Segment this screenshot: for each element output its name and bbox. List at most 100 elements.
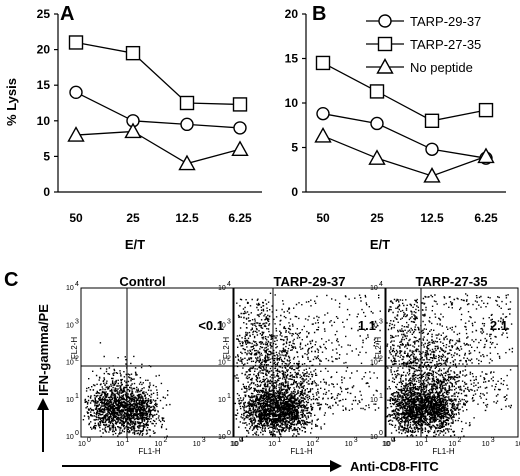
data-point-b-triangle	[314, 126, 332, 143]
flow-plot-3: TARP-27-352.1100100101101102102103103104…	[370, 274, 520, 456]
flow-x-tick-label: 10	[155, 441, 163, 448]
x-arrow-head	[330, 460, 342, 472]
panel-letter-b: B	[312, 3, 326, 25]
flow-x-tick-exponent: 0	[391, 437, 395, 444]
data-point-b-square	[424, 113, 440, 129]
x-tick-label-b: 12.5	[420, 211, 444, 225]
flow-x-tick-exponent: 2	[164, 437, 168, 444]
flow-x-tick-label: 10	[78, 441, 86, 448]
data-point-a-triangle	[178, 154, 196, 171]
flow-x-axis-label: FL1-H	[432, 447, 454, 456]
data-point-a-circle	[180, 117, 194, 132]
data-point-b-triangle	[368, 149, 386, 165]
flow-plot-1: Control<0.110010010110110210210310310410…	[66, 274, 244, 456]
flow-plot-title: Control	[119, 274, 165, 289]
y-tick-label-a: 15	[37, 78, 51, 92]
data-point-a-triangle	[231, 140, 249, 156]
flow-x-tick-label: 10	[382, 441, 390, 448]
x-tick-label-a: 12.5	[175, 211, 199, 225]
flow-y-tick-label: 10	[218, 434, 226, 441]
flow-y-tick-label: 10	[66, 322, 74, 329]
flow-x-tick-label: 10	[193, 441, 201, 448]
flow-y-tick-label: 10	[66, 360, 74, 367]
flow-x-tick-exponent: 2	[458, 437, 462, 444]
data-point-a-square	[68, 35, 84, 50]
flow-plot-title: TARP-29-37	[273, 274, 345, 289]
x-tick-label-b: 25	[370, 211, 384, 225]
flow-x-tick-label: 10	[515, 441, 520, 448]
flow-x-tick-label: 10	[230, 441, 238, 448]
y-tick-label-a: 20	[37, 43, 51, 57]
x-tick-label-a: 25	[126, 211, 140, 225]
flow-y-tick-label: 10	[218, 397, 226, 404]
legend-marker-circle	[378, 14, 392, 28]
flow-x-tick-label: 10	[415, 441, 423, 448]
data-point-a-triangle	[67, 126, 85, 142]
y-tick-label-a: 0	[43, 185, 50, 199]
data-point-b-circle	[316, 106, 330, 121]
series-line-a-0	[75, 91, 241, 129]
x-tick-label-b: 50	[316, 211, 330, 225]
flow-y-tick-exponent: 4	[227, 281, 231, 288]
data-point-b-circle	[370, 116, 384, 131]
flow-y-tick-label: 10	[66, 434, 74, 441]
flow-y-tick-label: 10	[370, 434, 378, 441]
flow-x-tick-exponent: 0	[239, 437, 243, 444]
data-point-a-square	[232, 97, 248, 112]
flow-x-tick-label: 10	[268, 441, 276, 448]
series-line-a-1	[75, 41, 241, 106]
flow-events	[234, 292, 381, 438]
x-tick-label-a: 50	[69, 211, 83, 225]
y-tick-label-b: 20	[285, 7, 299, 21]
series-line-b-0	[322, 113, 487, 159]
x-tick-label-a: 6.25	[228, 211, 252, 225]
flow-y-tick-exponent: 2	[379, 356, 383, 363]
flow-frame	[80, 287, 235, 438]
legend-marker-triangle	[376, 58, 394, 74]
flow-y-tick-label: 10	[370, 322, 378, 329]
panel-b: B E/T 0 5 10 15 20 50 25 12.5 6.25 TARP-29-37 TARP…	[285, 3, 506, 252]
data-point-a-circle	[69, 85, 83, 100]
flow-y-tick-label: 10	[370, 360, 378, 367]
data-point-b-square	[369, 84, 385, 99]
flow-x-tick-exponent: 4	[392, 437, 396, 444]
panel-a: A % Lysis E/T 0 5 10 15 20 25 50 25 12.5 6.25	[4, 3, 262, 252]
flow-x-tick-label: 10	[449, 441, 457, 448]
y-axis-title-c: IFN-gamma/PE	[36, 304, 51, 396]
y-tick-label-b: 10	[285, 96, 299, 110]
flow-y-tick-label: 10	[218, 322, 226, 329]
flow-y-tick-label: 10	[218, 360, 226, 367]
y-tick-label-a: 5	[43, 149, 50, 163]
flow-x-tick-exponent: 0	[87, 437, 91, 444]
flow-x-tick-exponent: 3	[491, 437, 495, 444]
flow-y-tick-exponent: 2	[227, 356, 231, 363]
y-tick-label-a: 25	[37, 7, 51, 21]
flow-x-tick-exponent: 4	[240, 437, 244, 444]
flow-x-tick-label: 10	[307, 441, 315, 448]
data-point-b-triangle	[477, 147, 495, 164]
x-axis-title-b: E/T	[370, 237, 390, 252]
flow-x-tick-exponent: 1	[125, 437, 129, 444]
flow-plot-title: TARP-27-35	[415, 274, 487, 289]
flow-y-axis-label: FL2-H	[70, 337, 79, 359]
data-point-a-circle	[233, 121, 247, 135]
flow-plot-2: TARP-29-371.1100100101101102102103103104…	[218, 274, 396, 456]
flow-y-axis-label: FL2-H	[222, 337, 231, 359]
flow-y-tick-label: 10	[370, 285, 378, 292]
legend-label: TARP-27-35	[410, 37, 481, 52]
legend-marker-square	[377, 36, 393, 52]
data-point-b-square	[315, 55, 331, 71]
flow-frame	[232, 287, 387, 438]
data-point-b-triangle	[423, 167, 441, 183]
flow-y-tick-exponent: 2	[75, 356, 79, 363]
data-point-b-circle	[425, 142, 439, 156]
y-tick-label-b: 5	[291, 141, 298, 155]
x-axis-title-c: Anti-CD8-FITC	[350, 459, 439, 474]
flow-y-tick-exponent: 0	[379, 430, 383, 437]
flow-x-tick-label: 10	[345, 441, 353, 448]
quadrant-value: <0.1	[198, 318, 224, 333]
series-line-b-2	[322, 135, 487, 177]
y-axis-title-a: % Lysis	[4, 78, 19, 126]
quadrant-value: 2.1	[490, 318, 508, 333]
